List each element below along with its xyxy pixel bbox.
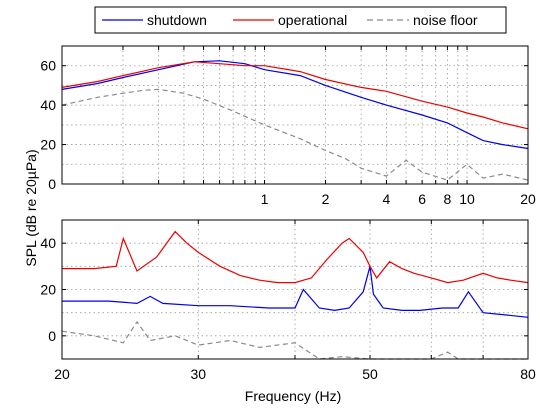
y-tick-label: 0 — [48, 328, 56, 344]
y-tick-label: 40 — [40, 97, 56, 113]
y-tick-label: 20 — [40, 282, 56, 298]
series-line-shutdown — [61, 60, 529, 150]
y-tick-label: 0 — [48, 176, 56, 192]
x-tick-label: 20 — [520, 191, 536, 207]
legend-label-operational: operational — [278, 12, 347, 28]
x-tick-label: 6 — [418, 191, 426, 207]
legend-label-shutdown: shutdown — [147, 12, 207, 28]
series-line-operational — [62, 230, 529, 284]
series-line-noise-floor — [61, 88, 529, 181]
x-axis-label: Frequency (Hz) — [245, 388, 341, 404]
x-tick-label: 10 — [459, 191, 475, 207]
x-tick-label: 30 — [191, 366, 207, 382]
legend-box — [94, 6, 507, 34]
x-tick-label: 20 — [54, 366, 70, 382]
plot-frame — [61, 45, 529, 185]
x-tick-label: 1 — [261, 191, 269, 207]
x-tick-label: 50 — [362, 366, 378, 382]
y-tick-label: 60 — [40, 58, 56, 74]
series-line-shutdown — [62, 266, 529, 318]
series-line-operational — [61, 61, 529, 130]
legend: shutdown operational noise floor — [94, 6, 507, 34]
bottom-panel: 20 30 50 80 0 20 40 — [40, 219, 536, 382]
y-tick-label: 20 — [40, 137, 56, 153]
x-tick-label: 80 — [520, 366, 536, 382]
series-line-noise-floor — [61, 320, 528, 360]
legend-label-noise-floor: noise floor — [413, 12, 478, 28]
x-tick-label: 2 — [322, 191, 330, 207]
y-axis-label: SPL (dB re 20µPa) — [23, 149, 39, 266]
y-tick-label: 40 — [40, 235, 56, 251]
x-tick-label: 8 — [444, 191, 452, 207]
top-panel: 1 2 4 6 8 10 20 0 20 40 60 — [40, 45, 536, 207]
x-tick-label: 4 — [383, 191, 391, 207]
